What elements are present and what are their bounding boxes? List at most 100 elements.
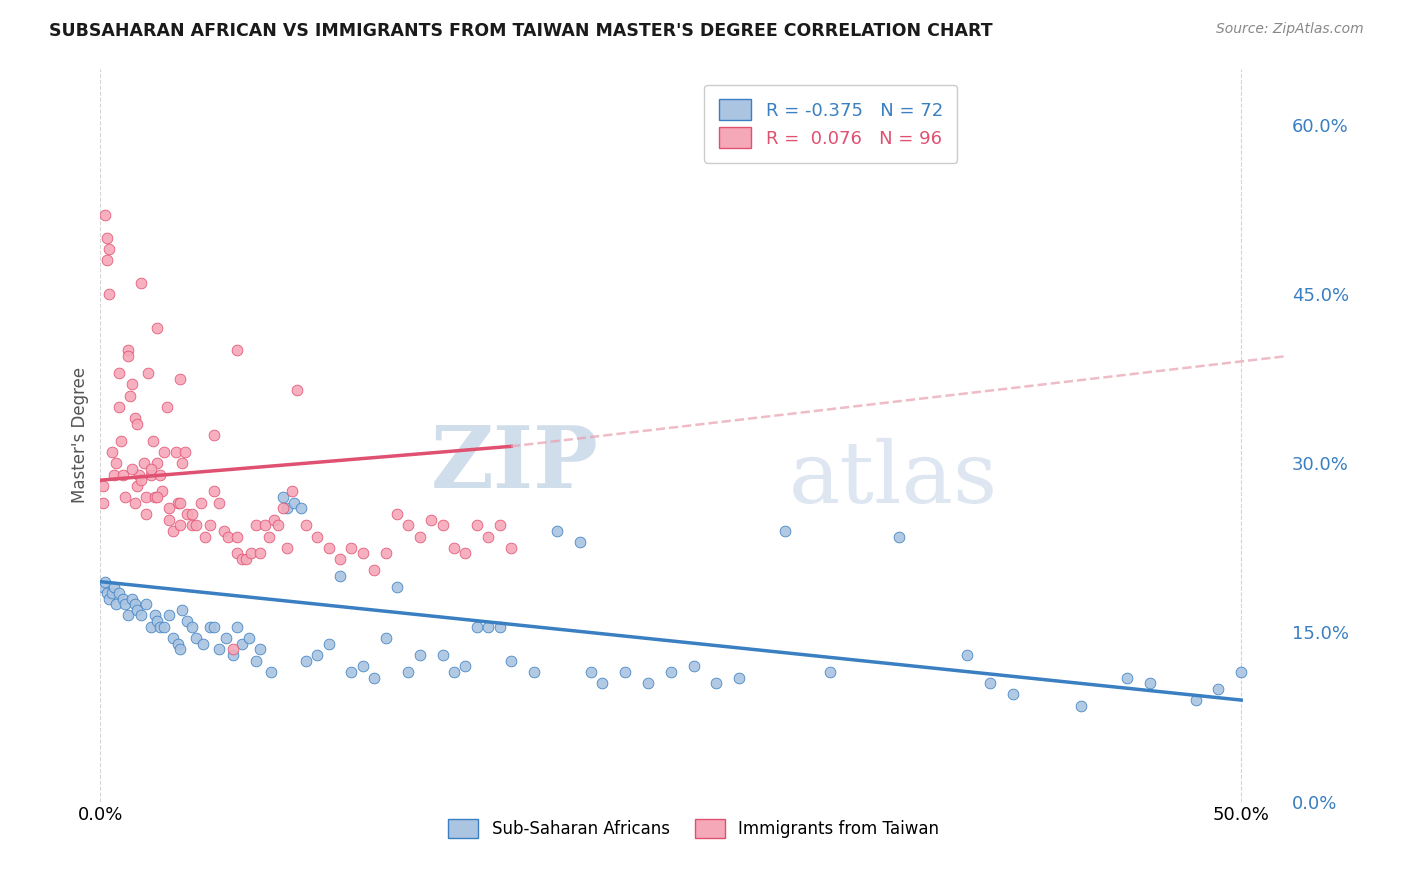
Point [1070, 698, 1092, 713]
Point [420, 513, 443, 527]
Point [245, 518, 267, 533]
Point [157, 608, 180, 623]
Point [194, 530, 217, 544]
Point [260, 665, 283, 679]
Point [153, 445, 176, 459]
Point [217, 530, 239, 544]
Point [1002, 688, 1025, 702]
Point [231, 637, 253, 651]
Point [100, 586, 122, 600]
Point [121, 377, 143, 392]
Point [136, 366, 159, 380]
Point [773, 524, 796, 538]
Point [118, 388, 141, 402]
Point [146, 456, 169, 470]
Point [114, 597, 136, 611]
Point [173, 445, 195, 459]
Point [546, 524, 568, 538]
Point [143, 608, 166, 623]
Point [257, 530, 280, 544]
Text: SUBSAHARAN AFRICAN VS IMMIGRANTS FROM TAIWAN MASTER'S DEGREE CORRELATION CHART: SUBSAHARAN AFRICAN VS IMMIGRANTS FROM TA… [49, 22, 993, 40]
Point [169, 372, 191, 386]
Point [125, 417, 148, 431]
Point [465, 518, 488, 533]
Point [169, 642, 191, 657]
Point [579, 665, 602, 679]
Point [96, 230, 118, 244]
Point [340, 665, 363, 679]
Point [146, 490, 169, 504]
Point [176, 614, 198, 628]
Point [107, 366, 129, 380]
Point [249, 546, 271, 560]
Point [488, 518, 510, 533]
Point [131, 608, 153, 623]
Point [186, 631, 208, 645]
Point [153, 620, 176, 634]
Point [143, 490, 166, 504]
Point [124, 496, 146, 510]
Point [318, 541, 340, 555]
Point [443, 665, 465, 679]
Point [204, 484, 226, 499]
Point [169, 496, 191, 510]
Point [465, 620, 488, 634]
Point [1184, 693, 1206, 707]
Point [276, 541, 298, 555]
Point [239, 546, 262, 560]
Point [443, 541, 465, 555]
Point [329, 552, 352, 566]
Point [820, 665, 842, 679]
Point [96, 253, 118, 268]
Point [221, 642, 243, 657]
Point [125, 479, 148, 493]
Point [150, 484, 173, 499]
Point [294, 654, 316, 668]
Point [271, 490, 294, 504]
Point [157, 501, 180, 516]
Point [409, 530, 432, 544]
Text: ZIP: ZIP [430, 423, 599, 507]
Point [117, 343, 139, 358]
Point [659, 665, 682, 679]
Point [409, 648, 432, 662]
Point [329, 569, 352, 583]
Point [117, 349, 139, 363]
Point [165, 445, 187, 459]
Point [162, 631, 184, 645]
Point [385, 580, 408, 594]
Point [283, 496, 305, 510]
Point [135, 507, 157, 521]
Point [454, 659, 477, 673]
Point [488, 620, 510, 634]
Point [149, 467, 172, 482]
Point [91, 580, 114, 594]
Point [91, 496, 114, 510]
Point [131, 473, 153, 487]
Point [385, 507, 408, 521]
Point [103, 467, 125, 482]
Point [226, 343, 249, 358]
Point [105, 456, 128, 470]
Point [263, 513, 285, 527]
Point [191, 637, 214, 651]
Point [131, 276, 153, 290]
Point [135, 490, 157, 504]
Point [125, 603, 148, 617]
Point [146, 321, 169, 335]
Point [212, 524, 235, 538]
Point [887, 530, 910, 544]
Point [172, 456, 194, 470]
Point [352, 546, 374, 560]
Point [1139, 676, 1161, 690]
Point [477, 530, 499, 544]
Point [107, 586, 129, 600]
Y-axis label: Master's Degree: Master's Degree [72, 367, 89, 503]
Point [91, 479, 114, 493]
Point [180, 620, 202, 634]
Point [204, 428, 226, 442]
Point [139, 467, 162, 482]
Point [706, 676, 728, 690]
Point [396, 518, 419, 533]
Point [94, 574, 117, 589]
